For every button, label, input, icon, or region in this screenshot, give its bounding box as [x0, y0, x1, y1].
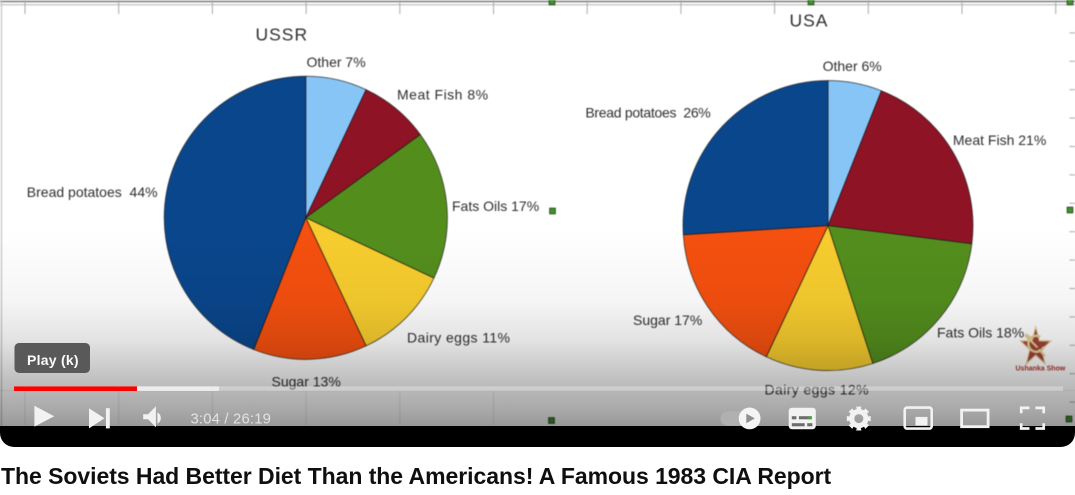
svg-text:Sugar 13%: Sugar 13%	[272, 374, 341, 390]
svg-text:Ushanka Show: Ushanka Show	[1016, 366, 1066, 373]
svg-text:Fats Oils 17%: Fats Oils 17%	[452, 198, 539, 214]
svg-text:Bread potatoes 26%: Bread potatoes 26%	[585, 105, 710, 121]
svg-text:USSR: USSR	[256, 25, 309, 45]
svg-text:Bread potatoes 44%: Bread potatoes 44%	[27, 184, 158, 200]
svg-text:Meat Fish 8%: Meat Fish 8%	[397, 87, 489, 103]
svg-text:Meat Fish 21%: Meat Fish 21%	[953, 132, 1046, 148]
svg-text:Dairy eggs 11%: Dairy eggs 11%	[407, 330, 510, 346]
svg-text:3:04 / 26:19: 3:04 / 26:19	[191, 411, 272, 427]
svg-text:Other 7%: Other 7%	[307, 54, 366, 70]
svg-text:Other 6%: Other 6%	[823, 58, 882, 74]
svg-text:Dairy eggs 12%: Dairy eggs 12%	[765, 382, 869, 398]
svg-text:USA: USA	[790, 11, 829, 31]
svg-text:Play (k): Play (k)	[27, 352, 79, 368]
svg-text:Sugar 17%: Sugar 17%	[633, 312, 702, 328]
svg-text:Fats Oils 18%: Fats Oils 18%	[937, 325, 1024, 341]
